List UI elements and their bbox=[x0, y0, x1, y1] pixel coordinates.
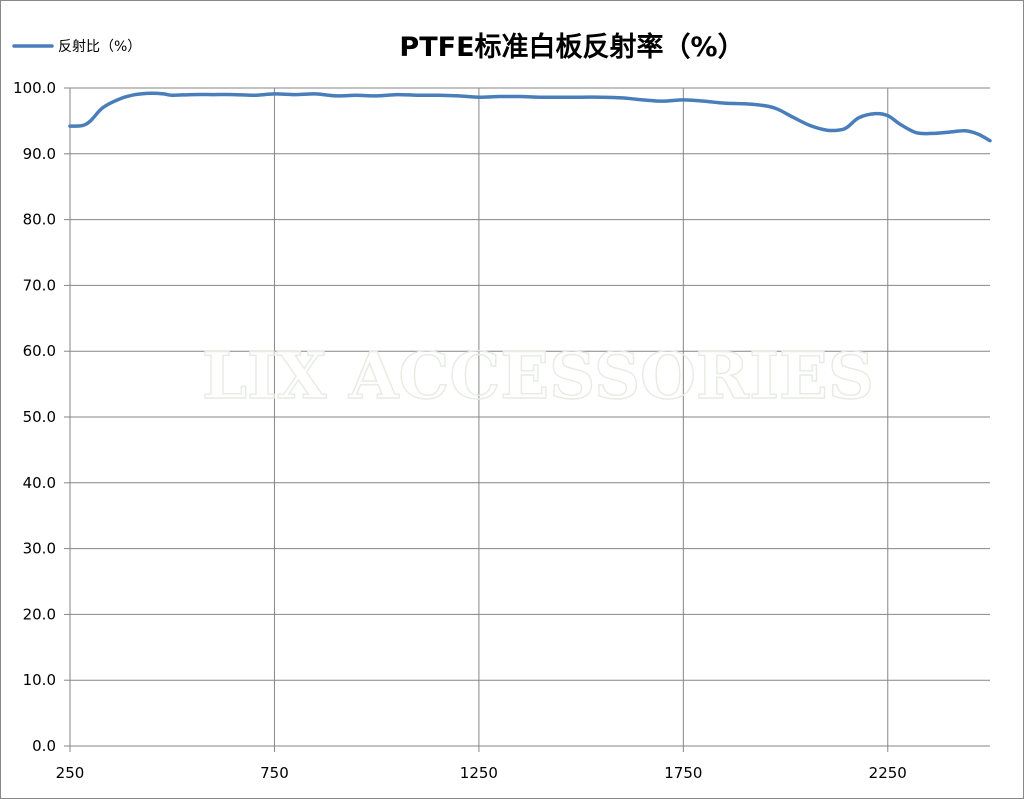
x-tick-label: 750 bbox=[260, 764, 289, 782]
tick-labels: 0.0 10.0 20.0 30.0 40.0 50.0 60.0 70.0 80.0 90.0 1… bbox=[13, 79, 907, 782]
series bbox=[68, 91, 992, 143]
y-tick-label: 50.0 bbox=[23, 408, 56, 426]
y-tick-label: 60.0 bbox=[23, 342, 56, 360]
y-tick-label: 40.0 bbox=[23, 474, 56, 492]
legend-label: 反射比（%） bbox=[58, 39, 141, 55]
y-tick-label: 0.0 bbox=[32, 737, 56, 755]
y-tick-label: 70.0 bbox=[23, 276, 56, 294]
y-tick-label: 90.0 bbox=[23, 145, 56, 163]
x-tick-label: 1250 bbox=[460, 764, 498, 782]
series-line bbox=[68, 91, 992, 143]
axes bbox=[64, 87, 990, 752]
watermark: LIX ACCESSORIES bbox=[202, 339, 874, 414]
chart-title: PTFE标准白板反射率（%） bbox=[399, 31, 744, 63]
y-tick-label: 20.0 bbox=[23, 605, 56, 623]
x-tick-label: 1750 bbox=[664, 764, 702, 782]
x-tick-label: 2250 bbox=[869, 764, 907, 782]
y-tick-label: 30.0 bbox=[23, 540, 56, 558]
x-tick-label: 250 bbox=[56, 764, 85, 782]
y-tick-label: 10.0 bbox=[23, 671, 56, 689]
y-tick-label: 80.0 bbox=[23, 211, 56, 229]
legend: 反射比（%） bbox=[12, 39, 141, 55]
y-tick-label: 100.0 bbox=[13, 79, 56, 97]
